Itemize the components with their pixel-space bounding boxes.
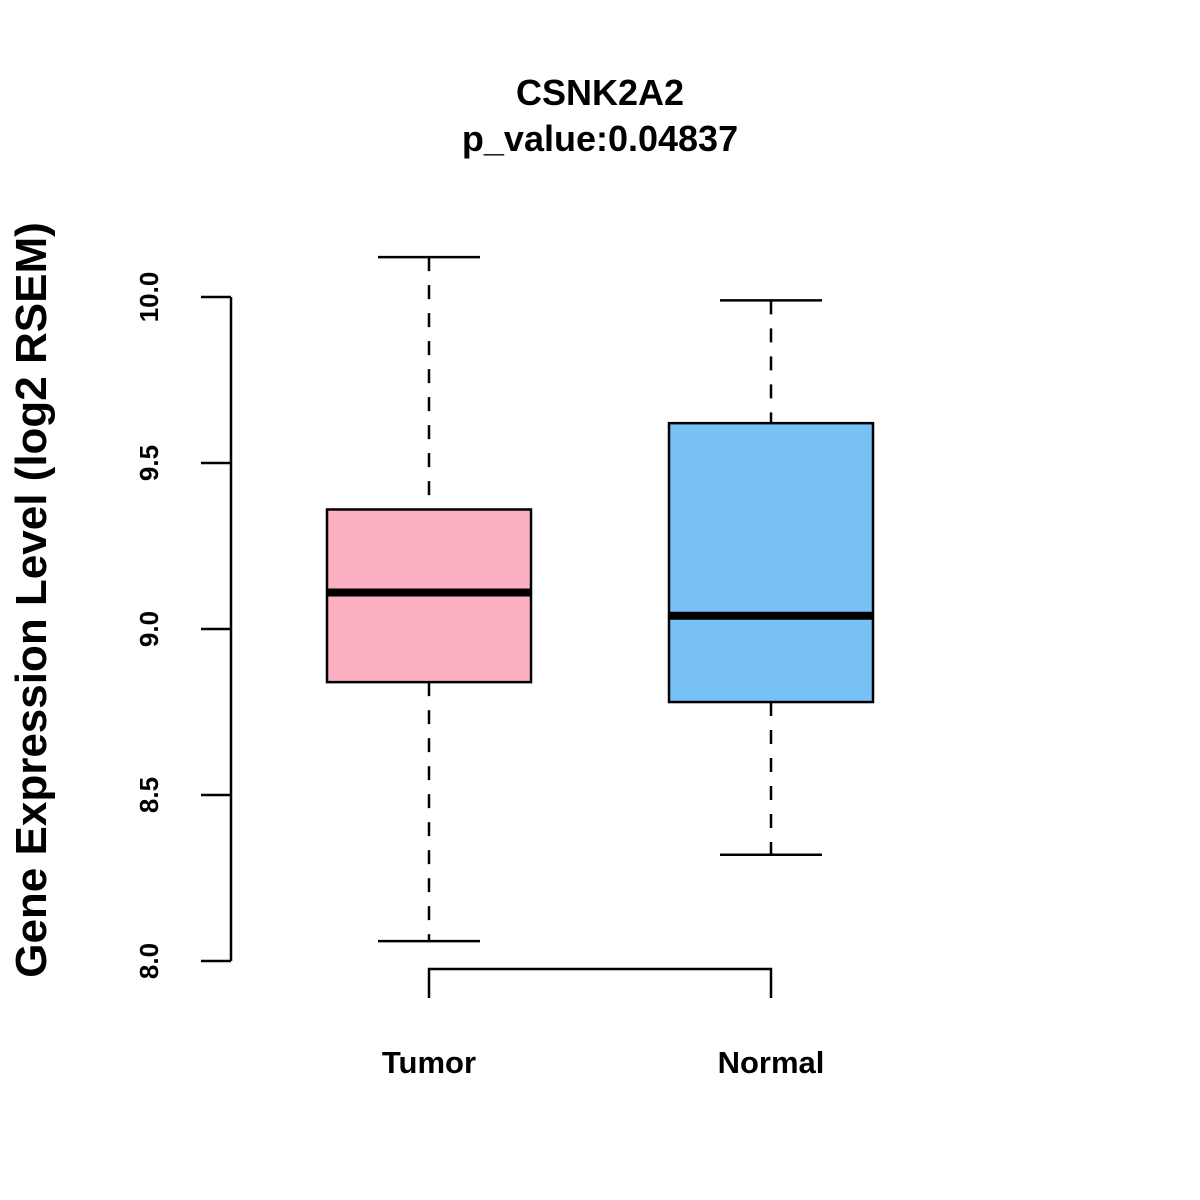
y-tick-label: 9.5 [134,445,164,481]
box-normal [667,299,875,857]
y-axis-label: Gene Expression Level (log2 RSEM) [7,222,56,978]
y-tick-label: 10.0 [134,272,164,323]
bracket-line [427,967,773,998]
category-label-tumor: Tumor [382,1045,476,1080]
y-axis: 8.0 8.5 9.0 9.5 10.0 [134,272,233,979]
iqr-box [667,421,875,704]
box-tumor [325,255,533,943]
y-tick-label: 8.0 [134,943,164,979]
x-axis-labels: Tumor Normal [382,1045,824,1080]
y-tick-label: 8.5 [134,777,164,813]
chart-subtitle: p_value:0.04837 [462,118,738,159]
comparison-bracket [427,967,773,998]
category-label-normal: Normal [718,1045,825,1080]
boxes [325,255,875,943]
chart-title: CSNK2A2 [516,72,684,113]
y-tick-label: 9.0 [134,611,164,647]
